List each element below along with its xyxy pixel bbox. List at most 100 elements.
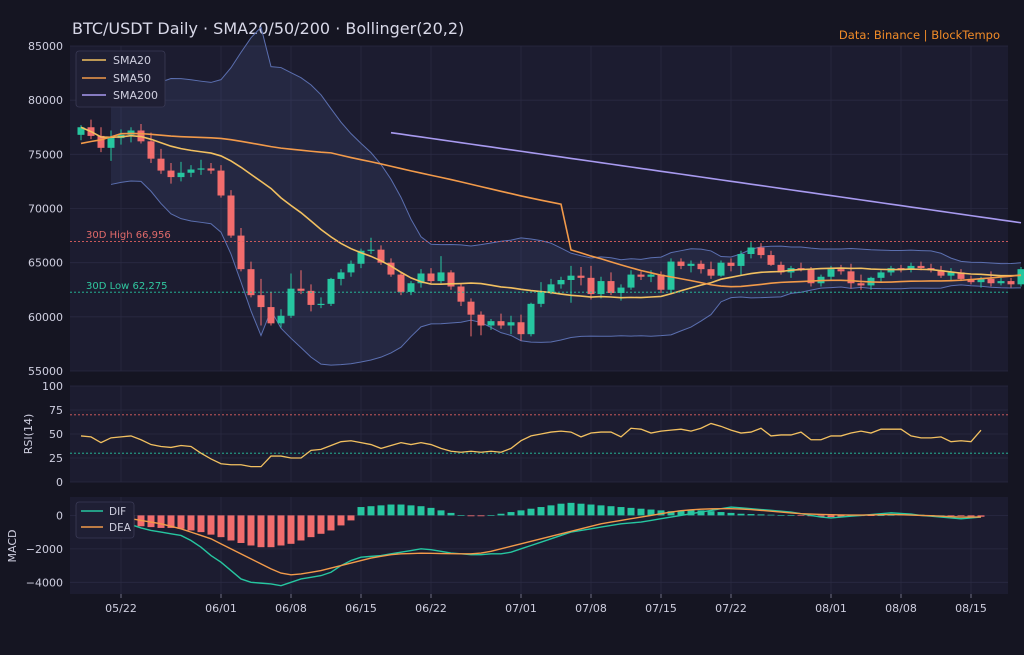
- legend-label-dif: DIF: [109, 506, 126, 518]
- macd-bar: [347, 515, 355, 521]
- macd-bar: [317, 515, 325, 534]
- candle-body: [1017, 269, 1024, 285]
- candle-body: [297, 288, 305, 291]
- macd-bar: [737, 513, 745, 516]
- macd-bar: [467, 515, 475, 517]
- candle-body: [877, 272, 885, 278]
- candle-body: [757, 247, 765, 256]
- candle: [727, 258, 735, 272]
- macd-bar: [767, 514, 775, 516]
- candle-body: [677, 261, 685, 266]
- candle: [307, 284, 315, 312]
- rsi-tick-label: 75: [49, 404, 63, 417]
- candle-body: [747, 247, 755, 254]
- candle: [627, 270, 635, 290]
- x-tick-label: 07/22: [715, 602, 747, 615]
- x-tick-label: 07/15: [645, 602, 677, 615]
- macd-bar: [397, 504, 405, 516]
- macd-bar: [367, 506, 375, 516]
- x-axis: 05/22 06/01 06/08 06/15 06/22 07/01 07/08 07/15…: [105, 594, 987, 615]
- price-tick-label: 55000: [28, 365, 63, 378]
- macd-bar: [427, 507, 435, 516]
- macd-bar: [407, 505, 415, 516]
- macd-bar: [687, 509, 695, 516]
- rsi-line: [80, 422, 982, 468]
- macd-bar: [277, 515, 285, 546]
- x-tick-label: 06/15: [345, 602, 377, 615]
- price-tick-label: 75000: [28, 148, 63, 161]
- candle-body: [847, 271, 855, 284]
- candle: [497, 313, 505, 329]
- macd-bar: [387, 504, 395, 516]
- rsi-tick-label: 50: [49, 428, 63, 441]
- price-tick-label: 85000: [28, 40, 63, 53]
- candle-body: [917, 265, 925, 269]
- candle-body: [467, 301, 475, 315]
- macd-bar: [747, 514, 755, 516]
- candle: [707, 261, 715, 279]
- x-tick-label: 08/01: [815, 602, 847, 615]
- macd-bar: [577, 503, 585, 516]
- macd-bar: [187, 515, 195, 531]
- candle: [577, 267, 585, 286]
- candle: [277, 309, 285, 328]
- macd-bar: [827, 515, 835, 518]
- candle-body: [167, 170, 175, 178]
- legend-label-sma200: SMA200: [113, 89, 158, 102]
- macd-bar: [557, 503, 565, 516]
- candle-body: [237, 235, 245, 270]
- sma200-line: [390, 131, 1022, 224]
- candle: [217, 165, 225, 198]
- candle-body: [147, 141, 155, 159]
- candle: [607, 272, 615, 296]
- candle-body: [377, 249, 385, 263]
- price-tick-label: 60000: [28, 311, 63, 324]
- candle: [357, 248, 365, 269]
- bollinger-fill: [111, 27, 1021, 366]
- candle: [937, 265, 945, 278]
- macd-bar: [947, 515, 955, 516]
- macd-bar: [487, 515, 495, 516]
- candle-body: [957, 272, 965, 279]
- legend-label-dea: DEA: [109, 522, 132, 534]
- macd-bar: [727, 512, 735, 516]
- candle-body: [327, 278, 335, 304]
- candle: [1017, 267, 1024, 287]
- macd-bar: [237, 515, 245, 543]
- sma50-line: [80, 132, 1022, 288]
- x-tick-label: 06/22: [415, 602, 447, 615]
- candle: [417, 269, 425, 288]
- candle: [247, 261, 255, 298]
- rsi-grid: 0 25 50 75 100: [42, 380, 1008, 489]
- bollinger-lower: [110, 180, 1022, 366]
- candle: [757, 243, 765, 259]
- data-source: Data: Binance | BlockTempo: [839, 28, 1000, 42]
- candle-body: [227, 195, 235, 236]
- macd-bar: [267, 515, 275, 548]
- candle-body: [187, 169, 195, 173]
- macd-bar: [607, 506, 615, 516]
- candle: [337, 269, 345, 286]
- candle-body: [737, 254, 745, 266]
- candle-body: [107, 138, 115, 148]
- candle-body: [997, 281, 1005, 284]
- macd-bar: [177, 515, 185, 529]
- candle-body: [507, 322, 515, 326]
- candle-body: [477, 314, 485, 326]
- candle: [737, 250, 745, 276]
- macd-bar: [307, 515, 315, 538]
- candle-body: [697, 263, 705, 270]
- candle-body: [257, 295, 265, 308]
- candle: [347, 260, 355, 277]
- chart-title: BTC/USDT Daily · SMA20/50/200 · Bollinge…: [72, 19, 464, 38]
- candle-body: [207, 168, 215, 171]
- macd-bar: [667, 511, 675, 516]
- candle: [907, 262, 915, 273]
- candle-body: [407, 283, 415, 292]
- macd-tick-label: −4000: [26, 576, 63, 589]
- candle: [987, 271, 995, 287]
- candle-body: [1007, 281, 1015, 285]
- candle-body: [397, 274, 405, 292]
- candle-body: [367, 249, 375, 251]
